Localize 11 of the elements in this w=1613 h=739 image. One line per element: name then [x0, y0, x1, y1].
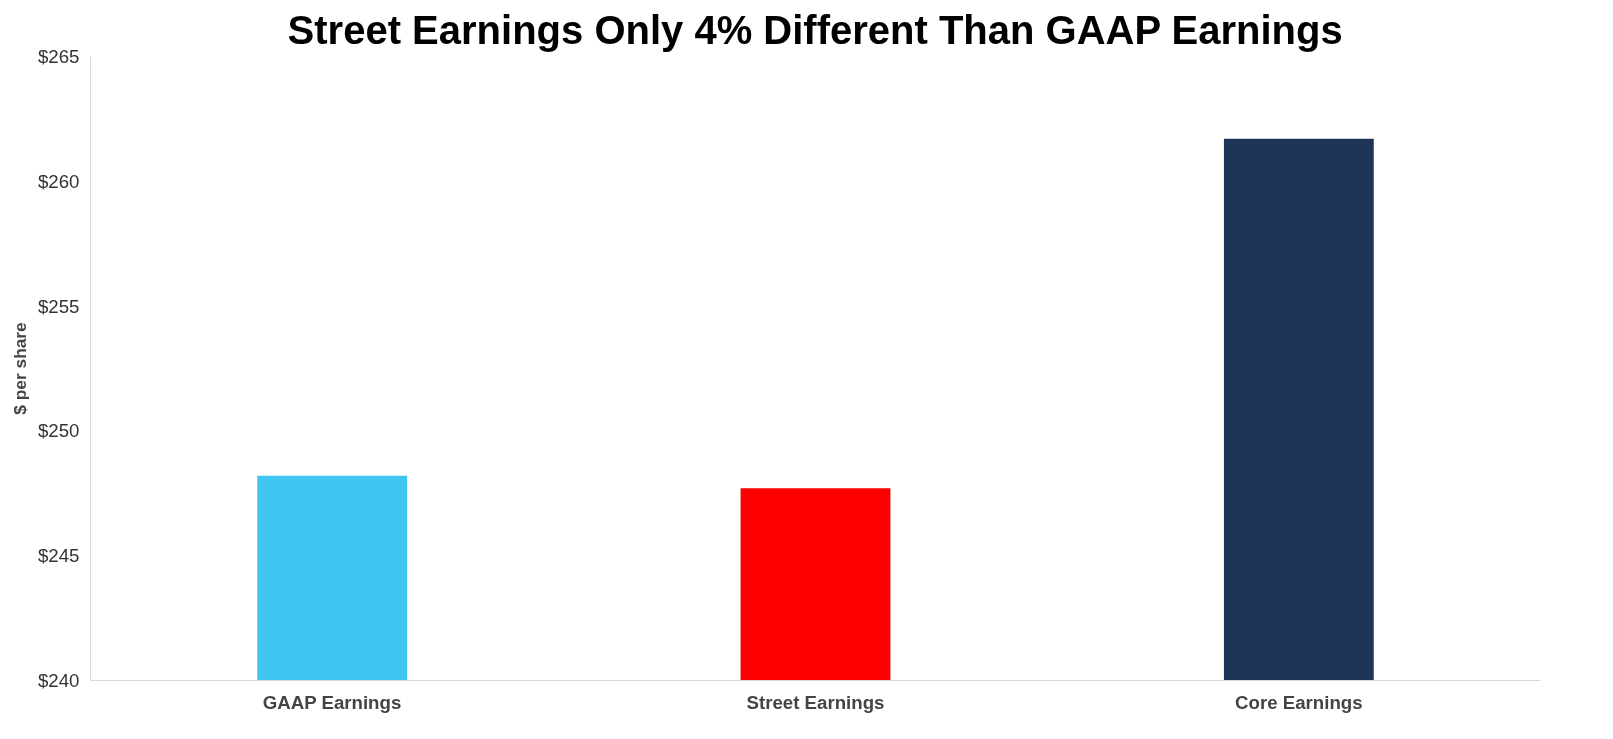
y-tick-label: $245 [38, 545, 80, 567]
y-axis-title: $ per share [10, 321, 30, 415]
chart-title: Street Earnings Only 4% Different Than GAAP Earnings [287, 7, 1343, 52]
x-tick-label: GAAP Earnings [262, 691, 402, 713]
x-tick-label: Street Earnings [746, 691, 885, 713]
y-tick-label: $240 [38, 670, 80, 691]
y-tick-label: $265 [38, 46, 80, 67]
x-tick-label: Core Earnings [1235, 691, 1363, 713]
y-tick-label: $255 [38, 295, 80, 317]
y-tick-label: $250 [38, 420, 80, 442]
y-tick-label: $260 [38, 170, 80, 192]
